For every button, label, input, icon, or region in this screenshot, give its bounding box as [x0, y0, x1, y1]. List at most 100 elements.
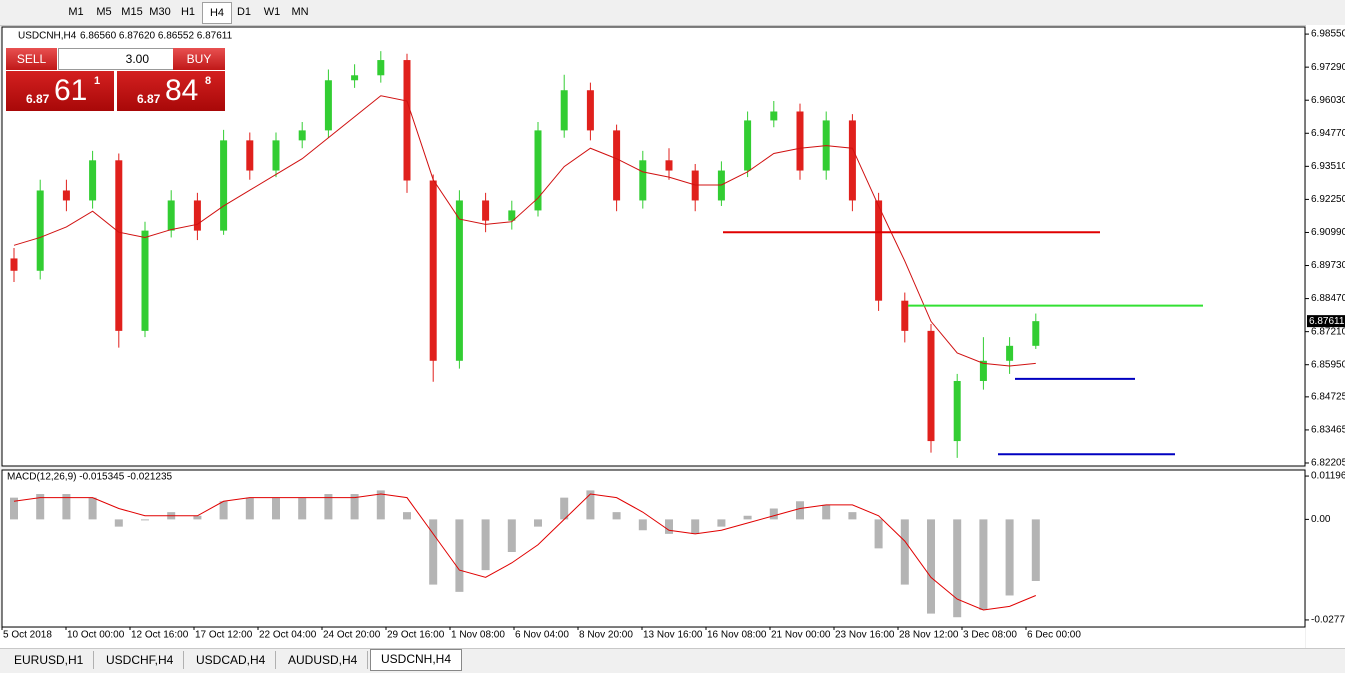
y-tick-label: 6.85950	[1311, 359, 1345, 370]
time-axis-bg	[0, 628, 1305, 648]
chart-area: 6.98550 6.97290 6.96030 6.94770 6.93510 6.922…	[0, 25, 1345, 648]
macd-bar	[507, 519, 516, 552]
macd-bar	[1005, 519, 1014, 596]
macd-bar	[638, 519, 647, 531]
timeframe-button[interactable]: MN	[291, 6, 309, 18]
x-tick-label: 23 Nov 16:00	[835, 630, 895, 641]
candle-body	[1032, 321, 1040, 346]
x-tick-label: 6 Nov 04:00	[515, 630, 569, 641]
chart-title: USDCNH,H4	[18, 31, 77, 42]
candle-body	[665, 160, 673, 171]
candle-body	[115, 160, 123, 331]
y-tick-label: 6.87210	[1311, 326, 1345, 337]
candle-body	[272, 140, 280, 171]
timeframe-button[interactable]: H4	[202, 2, 232, 24]
macd-bar	[141, 519, 149, 521]
symbol-tab[interactable]: USDCAD,H4	[186, 651, 277, 669]
candle-body	[141, 230, 149, 331]
y-tick-label: 6.94770	[1311, 128, 1345, 139]
volume: 3.00	[125, 52, 149, 66]
symbol-tab[interactable]: USDCNH,H4	[370, 649, 463, 671]
ask-main: 84	[165, 74, 199, 107]
macd-bar	[350, 494, 359, 520]
candle-body	[927, 330, 935, 442]
bid-sup: 1	[94, 75, 101, 87]
volume-input[interactable]: 3.00	[58, 48, 174, 70]
x-tick-label: 5 Oct 2018	[3, 630, 52, 641]
candle-body	[744, 120, 752, 171]
y-tick-label: 6.96030	[1311, 95, 1345, 106]
candle-body	[10, 258, 18, 271]
macd-bar	[560, 497, 569, 520]
y-tick-label: 6.93510	[1311, 161, 1345, 172]
x-tick-label: 29 Oct 16:00	[387, 630, 445, 641]
macd-bar	[88, 497, 97, 520]
x-tick-label: 8 Nov 20:00	[579, 630, 633, 641]
candle-body	[482, 200, 490, 221]
candle-body	[62, 190, 70, 201]
candle-body	[901, 300, 909, 331]
candle-body	[351, 75, 359, 81]
timeframe-button[interactable]: M15	[121, 6, 143, 18]
macd-bar	[769, 508, 778, 520]
symbol-tab[interactable]: USDCHF,H4	[96, 651, 185, 669]
macd-bar	[114, 519, 123, 527]
x-tick-label: 16 Nov 08:00	[707, 630, 767, 641]
macd-bar	[979, 519, 988, 610]
x-tick-label: 28 Nov 12:00	[899, 630, 959, 641]
macd-pane	[1, 469, 1306, 628]
x-tick-label: 12 Oct 16:00	[131, 630, 189, 641]
ask-box[interactable]: 6.87 84 8	[117, 71, 225, 111]
macd-bar	[481, 519, 490, 571]
candle-body	[796, 111, 804, 171]
moving-average	[13, 95, 1036, 367]
y-tick-label: 6.83465	[1311, 425, 1345, 436]
indicator-title: MACD(12,26,9) -0.015345 -0.021235	[7, 472, 173, 483]
bid-main: 61	[54, 74, 88, 107]
macd-bar	[1031, 519, 1040, 581]
symbol-tab[interactable]: AUDUSD,H4	[278, 651, 369, 669]
candle-body	[979, 360, 987, 381]
y-tick-label: 6.82205	[1311, 458, 1345, 469]
timeframe-button[interactable]: D1	[236, 6, 252, 18]
sell-button[interactable]: SELL	[6, 48, 57, 70]
macd-bar	[10, 497, 18, 520]
candle-body	[403, 60, 411, 181]
candle-body	[717, 170, 725, 201]
macd-bar	[272, 497, 280, 520]
macd-bar	[848, 512, 857, 520]
bid-big: 6.87	[26, 92, 50, 106]
symbol-tab[interactable]: EURUSD,H1	[4, 651, 95, 669]
x-tick-label: 1 Nov 08:00	[451, 630, 505, 641]
bid-box[interactable]: 6.87 61 1	[6, 71, 114, 111]
last-price-label: 6.87611	[1309, 316, 1345, 327]
axis-bg	[1306, 25, 1345, 648]
ask-sup: 8	[205, 75, 212, 87]
macd-bar	[927, 519, 935, 614]
x-tick-label: 24 Oct 20:00	[323, 630, 381, 641]
timeframe-button[interactable]: H1	[180, 6, 196, 18]
timeframe-button[interactable]: M1	[68, 6, 84, 18]
ohlc-text: 6.86560 6.87620 6.86552 6.87611	[80, 31, 233, 42]
y-tick-label: 6.89730	[1311, 260, 1345, 271]
candle-body	[324, 80, 332, 131]
macd-bar	[455, 519, 464, 592]
timeframe-button[interactable]: W1	[263, 6, 281, 18]
macd-bar	[193, 515, 202, 520]
x-tick-label: 3 Dec 08:00	[963, 630, 1017, 641]
macd-bar	[429, 519, 438, 585]
timeframe-button[interactable]: M5	[96, 6, 112, 18]
candle-body	[508, 210, 516, 221]
candle-body	[377, 60, 385, 76]
macd-bar	[953, 519, 962, 618]
macd-bar	[874, 519, 883, 549]
timeframe-button[interactable]: M30	[149, 6, 171, 18]
y-tick-label: 6.92250	[1311, 194, 1345, 205]
macd-bar	[822, 504, 831, 520]
signal-line	[13, 493, 1036, 611]
trade-panel: SELL 3.00 BUY 6.87 61 1 6.87 84 8	[6, 48, 225, 111]
macd-bar	[743, 515, 752, 520]
buy-button[interactable]: BUY	[173, 48, 225, 70]
y-tick-label: 6.88470	[1311, 293, 1345, 304]
